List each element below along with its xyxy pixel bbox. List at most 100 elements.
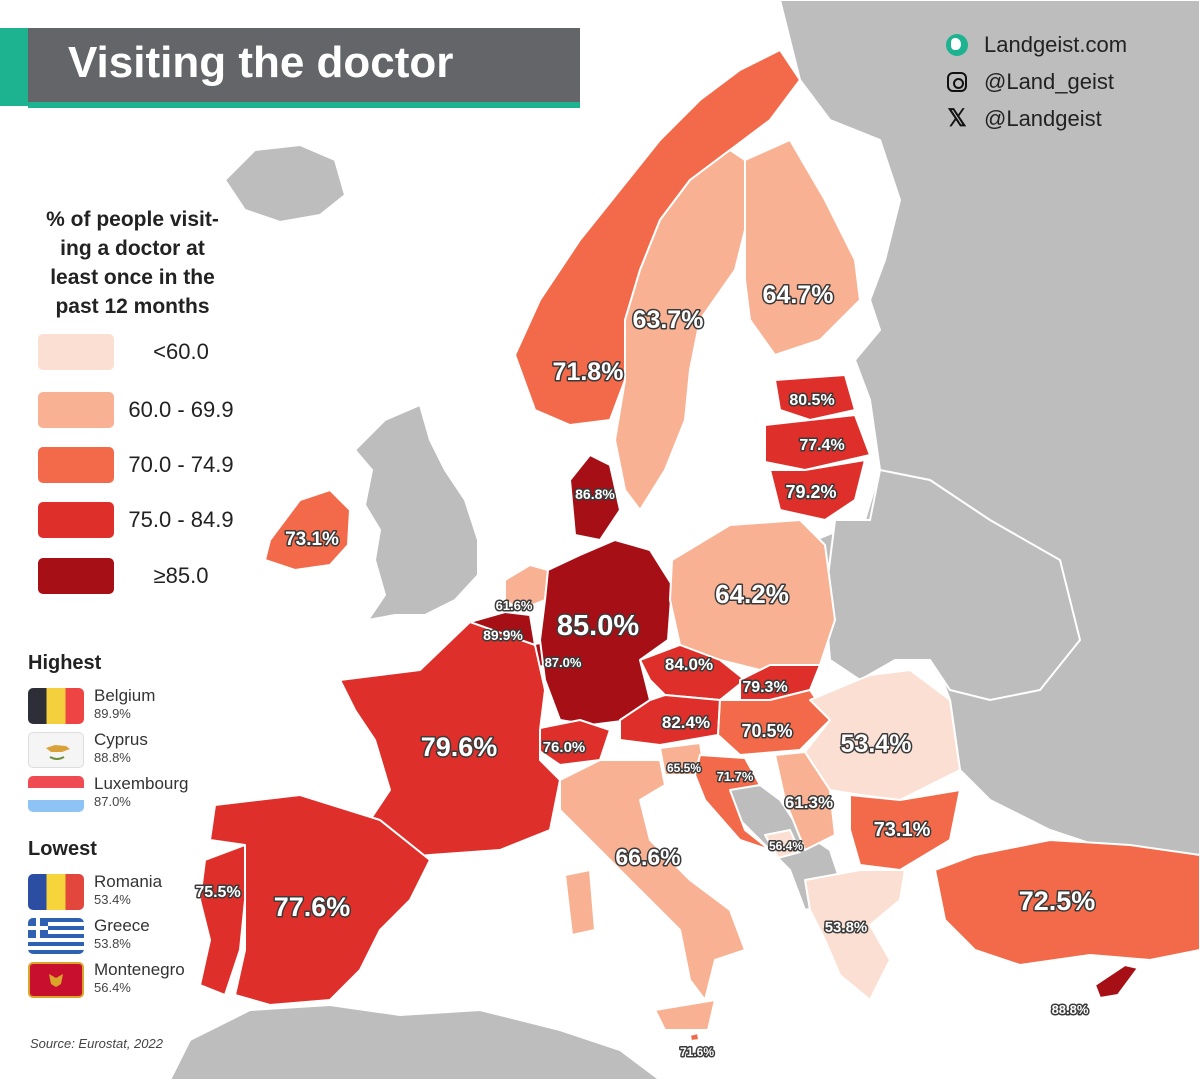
legend-item-70-74: 70.0 - 74.9 [38, 447, 234, 483]
croatia-region [694, 754, 771, 851]
legend-item-75-84: 75.0 - 84.9 [38, 502, 234, 538]
latvia-region [764, 414, 871, 471]
value-label-romania: 53.4% [841, 730, 912, 758]
legend-label: ≥85.0 [153, 563, 209, 588]
legend-title-line: past 12 months [55, 295, 210, 318]
x-handle: @Landgeist [984, 105, 1102, 131]
value-label-czechia: 84.0% [665, 655, 713, 674]
value-label-bulgaria: 73.1% [874, 819, 931, 841]
legend-title: % of people visit- ing a doctor at least… [20, 205, 245, 321]
value-label-hungary: 70.5% [741, 721, 792, 741]
lowest-item-greece: Greece 53.8% [28, 916, 258, 958]
title-accent-bar [0, 28, 28, 106]
value-label-belgium: 89.9% [483, 627, 523, 643]
rank-value: 87.0% [94, 794, 131, 809]
denmark-region [569, 454, 621, 541]
branding-website: Landgeist.com [944, 26, 1174, 63]
cyprus-flag [28, 732, 84, 768]
legend-swatch [38, 334, 114, 370]
greece-region [804, 869, 906, 1001]
legend-title-line: least once in the [50, 266, 215, 289]
belarus-ukraine-landmass [823, 468, 1082, 702]
legend-item-60-69: 60.0 - 69.9 [38, 392, 234, 428]
italy-region [559, 759, 746, 1001]
rank-country: Cyprus [94, 730, 148, 749]
value-label-norway: 71.8% [553, 358, 624, 386]
rank-value: 56.4% [94, 980, 131, 995]
highest-item-luxembourg: Luxembourg 87.0% [28, 774, 258, 816]
legend-label: 60.0 - 69.9 [128, 397, 234, 422]
title-box: Visiting the doctor [28, 28, 580, 102]
value-label-finland: 64.7% [763, 281, 834, 309]
value-label-luxembourg: 87.0% [545, 655, 582, 670]
value-label-ireland: 73.1% [285, 529, 339, 550]
luxembourg-flag [28, 776, 84, 812]
bulgaria-region [849, 789, 961, 871]
value-label-slovenia: 65.5% [667, 761, 701, 775]
lithuania-region [769, 459, 866, 521]
lowest-item-romania: Romania 53.4% [28, 872, 258, 914]
title-banner: Visiting the doctor [0, 28, 585, 108]
value-label-portugal: 75.5% [195, 884, 240, 901]
branding-block: Landgeist.com @Land_geist 𝕏 @Landgeist [944, 26, 1174, 137]
legend-swatch [38, 502, 114, 538]
rank-value: 89.9% [94, 706, 131, 721]
malta-region [689, 1032, 700, 1042]
value-label-france: 79.6% [421, 732, 498, 762]
value-label-latvia: 77.4% [799, 437, 844, 454]
lowest-item-montenegro: Montenegro 56.4% [28, 960, 258, 1002]
rank-country: Belgium [94, 686, 156, 705]
value-label-croatia: 71.7% [717, 769, 754, 784]
uk-landmass [353, 403, 479, 622]
rank-country: Romania [94, 872, 163, 891]
italy-sicily-region [654, 999, 716, 1031]
belgium-flag [28, 688, 84, 724]
romania-flag [28, 874, 84, 910]
branding-x: 𝕏 @Landgeist [944, 100, 1174, 137]
sweden-region [614, 149, 761, 511]
highest-item-belgium: Belgium 89.9% [28, 686, 258, 728]
branding-instagram: @Land_geist [944, 63, 1174, 100]
page-title: Visiting the doctor [68, 38, 454, 87]
value-label-montenegro: 56.4% [769, 839, 803, 853]
value-label-austria: 82.4% [662, 713, 710, 732]
legend-item-lt60: <60.0 [38, 334, 209, 370]
iceland-landmass [223, 143, 347, 224]
legend-swatch [38, 558, 114, 594]
montenegro-region [764, 829, 801, 859]
value-label-switzerland: 76.0% [543, 739, 586, 756]
estonia-region [774, 374, 856, 421]
rank-value: 53.4% [94, 892, 131, 907]
value-label-italy: 66.6% [615, 844, 680, 870]
finland-region [744, 139, 861, 356]
value-label-netherlands: 61.6% [496, 598, 533, 613]
rank-country: Luxembourg [94, 774, 189, 793]
value-label-malta: 71.6% [680, 1045, 714, 1059]
value-label-denmark: 86.8% [575, 486, 615, 502]
north-africa-landmass [168, 1003, 662, 1080]
value-label-serbia: 61.3% [785, 793, 833, 812]
france-region [339, 621, 561, 861]
rank-value: 53.8% [94, 936, 131, 951]
legend-swatch [38, 447, 114, 483]
greece-flag [28, 918, 84, 954]
ireland-region [264, 489, 351, 571]
instagram-icon [944, 69, 970, 95]
value-label-sweden: 63.7% [633, 306, 704, 334]
spain-region [209, 794, 431, 1006]
highest-item-cyprus: Cyprus 88.8% [28, 730, 258, 772]
legend-label: <60.0 [153, 339, 209, 364]
legend-item-gte85: ≥85.0 [38, 558, 208, 594]
lowest-heading: Lowest [28, 838, 97, 860]
globe-icon [944, 32, 970, 58]
rank-country: Montenegro [94, 960, 185, 979]
cyprus-region [1094, 964, 1139, 999]
norway-region [514, 49, 801, 426]
montenegro-flag [28, 962, 84, 998]
highest-heading: Highest [28, 652, 102, 674]
x-logo-icon: 𝕏 [947, 104, 967, 132]
value-label-poland: 64.2% [715, 579, 789, 609]
hungary-region [717, 689, 831, 756]
